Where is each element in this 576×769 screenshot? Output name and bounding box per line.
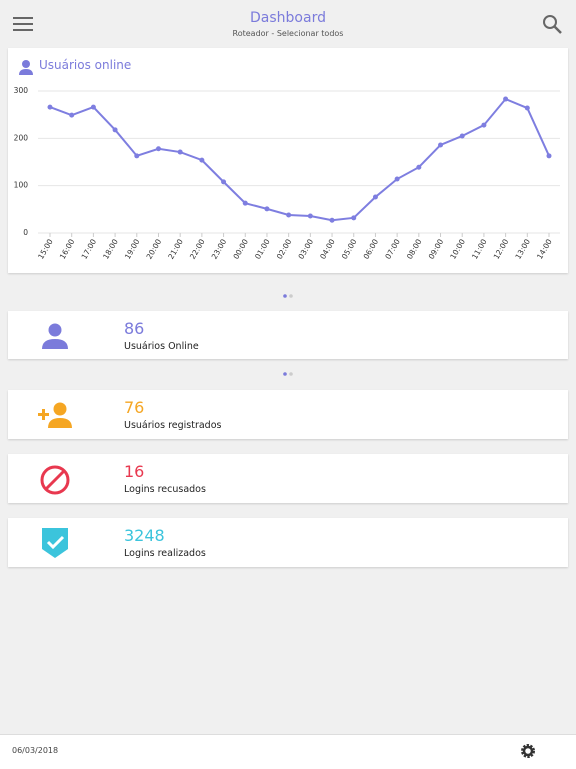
x-tick-label: 20:00 (145, 237, 164, 260)
stat-value: 86 (124, 319, 145, 338)
shield-icon (42, 528, 68, 558)
footer: 06/03/2018 (0, 734, 576, 769)
point (438, 142, 444, 148)
x-tick-label: 16:00 (58, 237, 77, 260)
stat-value: 3248 (124, 526, 165, 545)
point (372, 194, 378, 200)
point (134, 153, 140, 159)
x-tick-label: 08:00 (405, 237, 424, 260)
x-tick-label: 14:00 (535, 237, 554, 260)
x-tick-label: 23:00 (210, 237, 229, 260)
stat-card[interactable]: 76 Usuários registrados (8, 390, 568, 439)
header: Dashboard Roteador - Selecionar todos (0, 0, 576, 44)
point (329, 217, 335, 223)
x-tick-label: 11:00 (470, 237, 489, 260)
point (242, 200, 248, 206)
point (416, 164, 422, 170)
point (177, 149, 183, 155)
add-user-icon (38, 402, 72, 428)
x-tick-label: 17:00 (80, 237, 99, 260)
point (264, 206, 270, 212)
x-tick-label: 15:00 (36, 237, 55, 260)
stat-label: Logins recusados (124, 484, 206, 495)
stat-card[interactable]: 86 Usuários Online (8, 311, 568, 359)
chart-title: Usuários online (39, 58, 131, 72)
y-tick-label: 300 (14, 86, 29, 95)
stat-label: Usuários Online (124, 341, 199, 352)
x-tick-label: 10:00 (448, 237, 467, 260)
stat-card[interactable]: 3248 Logins realizados (8, 518, 568, 567)
settings-button[interactable] (520, 743, 536, 759)
point (351, 215, 357, 221)
point (221, 179, 227, 185)
x-tick-label: 21:00 (166, 237, 185, 260)
search-button[interactable] (542, 14, 562, 34)
point (286, 212, 292, 218)
point (47, 104, 53, 110)
x-tick-label: 22:00 (188, 237, 207, 260)
chart-card: Usuários online 0 100 200 300 15:00 16:00 17:0… (8, 48, 568, 273)
blocked-icon (40, 465, 70, 495)
user-icon (19, 60, 33, 75)
y-tick-label: 100 (14, 181, 29, 190)
date: 06/03/2018 (12, 746, 59, 755)
x-tick-label: 02:00 (275, 237, 294, 260)
y-tick-label: 0 (23, 228, 28, 237)
user-icon (42, 323, 68, 349)
subtitle[interactable]: Roteador - Selecionar todos (232, 29, 344, 38)
point (459, 133, 465, 139)
x-tick-label: 09:00 (427, 237, 446, 260)
x-tick-label: 04:00 (318, 237, 337, 260)
x-tick-label: 05:00 (340, 237, 359, 260)
line (49, 97, 550, 222)
pager (283, 372, 293, 376)
stat-label: Logins realizados (124, 548, 206, 559)
stat-label: Usuários registrados (124, 420, 222, 431)
x-tick-label: 18:00 (101, 237, 120, 260)
title: Dashboard (250, 10, 326, 26)
point (69, 112, 75, 118)
x-tick-label: 03:00 (296, 237, 315, 260)
point (112, 127, 118, 133)
x-tick-label: 01:00 (253, 237, 272, 260)
pager (283, 294, 293, 298)
point (503, 96, 509, 102)
x-tick-label: 19:00 (123, 237, 142, 260)
menu-button[interactable] (13, 16, 33, 32)
point (546, 153, 552, 159)
x-tick-label: 12:00 (492, 237, 511, 260)
point (524, 105, 530, 111)
point (199, 157, 205, 163)
x-tick-label: 13:00 (513, 237, 532, 260)
stat-card[interactable]: 16 Logins recusados (8, 454, 568, 503)
x-tick-label: 07:00 (383, 237, 402, 260)
stat-value: 16 (124, 462, 145, 481)
point (307, 213, 313, 219)
stat-value: 76 (124, 398, 145, 417)
chart: Usuários online 0 100 200 300 15:00 16:00 17:0… (14, 58, 560, 261)
x-tick-label: 06:00 (362, 237, 381, 260)
point (155, 146, 161, 152)
point (394, 176, 400, 182)
point (481, 122, 487, 128)
point (90, 104, 96, 110)
x-tick-label: 00:00 (231, 237, 250, 260)
y-tick-label: 200 (14, 133, 29, 142)
